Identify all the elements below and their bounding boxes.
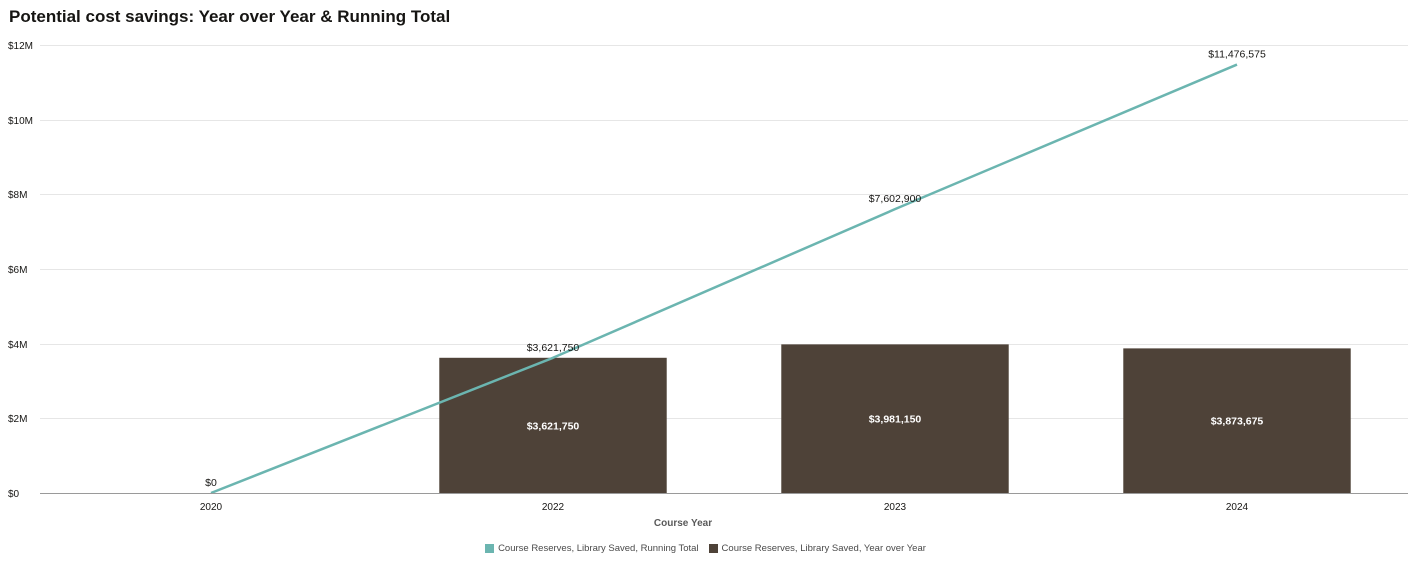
x-axis-title: Course Year: [654, 518, 712, 529]
running-total-line: [210, 63, 1238, 495]
line-data-label: $3,621,750: [527, 342, 580, 354]
x-tick-label: 2023: [884, 502, 907, 513]
x-axis-ticks: 2020 2022 2023 2024: [200, 502, 1249, 513]
bar: [781, 344, 1009, 493]
bar: [1123, 348, 1351, 493]
line-data-label: $0: [205, 477, 217, 489]
bar-series: [439, 344, 1351, 493]
y-tick-label: $6M: [8, 265, 27, 276]
chart-title: Potential cost savings: Year over Year &…: [9, 7, 451, 26]
y-tick-label: $10M: [8, 116, 33, 127]
legend-swatch-year-over-year: [708, 544, 718, 553]
y-axis-ticks: $0 $2M $4M $6M $8M $10M $12M: [8, 41, 33, 500]
x-tick-label: 2024: [1226, 502, 1249, 513]
bar-data-label: $3,873,675: [1211, 416, 1264, 428]
legend-label-running-total: Course Reserves, Library Saved, Running …: [498, 543, 699, 554]
data-labels: $3,621,750 $3,981,150 $3,873,675 $0 $3,621,7…: [205, 49, 1266, 489]
legend-label-year-over-year: Course Reserves, Library Saved, Year ove…: [721, 543, 926, 554]
legend-swatch-running-total: [485, 544, 495, 553]
legend-item-year-over-year[interactable]: Course Reserves, Library Saved, Year ove…: [708, 543, 926, 554]
line-data-label: $7,602,900: [869, 193, 922, 205]
x-tick-label: 2022: [542, 502, 565, 513]
y-tick-label: $8M: [8, 190, 27, 201]
bar: [439, 357, 667, 493]
y-tick-label: $2M: [8, 414, 27, 425]
bar-data-label: $3,621,750: [527, 420, 580, 432]
y-tick-label: $4M: [8, 340, 27, 351]
legend-item-running-total[interactable]: Course Reserves, Library Saved, Running …: [485, 543, 699, 554]
line-data-label: $11,476,575: [1208, 49, 1266, 61]
x-tick-label: 2020: [200, 502, 223, 513]
y-tick-label: $0: [8, 489, 20, 500]
line-series: [210, 63, 1238, 495]
bar-data-label: $3,981,150: [869, 414, 922, 426]
legend: Course Reserves, Library Saved, Running …: [0, 543, 1411, 554]
y-tick-label: $12M: [8, 41, 33, 52]
